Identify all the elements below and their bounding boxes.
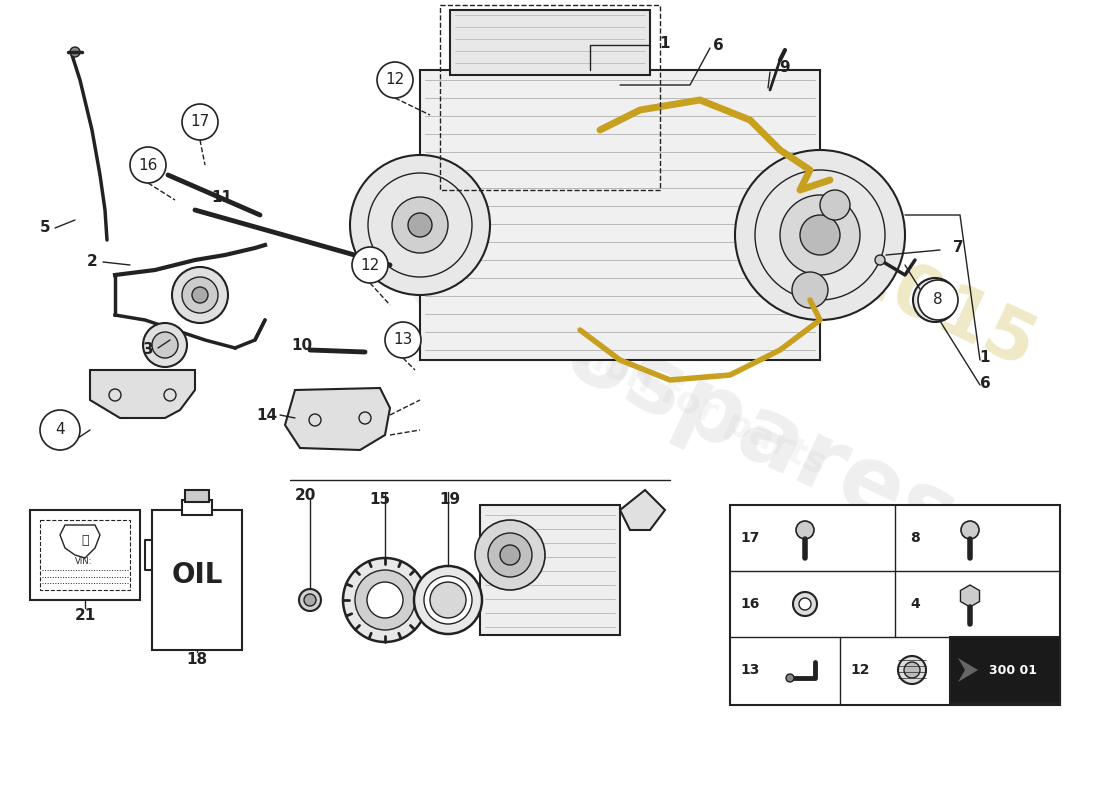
Circle shape (304, 594, 316, 606)
Circle shape (343, 558, 427, 642)
Polygon shape (285, 388, 390, 450)
Bar (182, 500, 212, 515)
Bar (40, 520, 130, 590)
Text: 3: 3 (143, 342, 153, 358)
Circle shape (898, 656, 926, 684)
Text: 17: 17 (740, 531, 760, 545)
Circle shape (780, 195, 860, 275)
Text: 300 01: 300 01 (989, 663, 1037, 677)
Circle shape (377, 62, 412, 98)
Text: 12: 12 (850, 663, 870, 677)
Text: 18: 18 (186, 653, 208, 667)
Circle shape (904, 662, 920, 678)
Bar (185, 490, 209, 502)
Text: 9: 9 (780, 61, 790, 75)
Circle shape (143, 323, 187, 367)
Text: 17: 17 (190, 114, 210, 130)
Circle shape (918, 280, 958, 320)
Text: 4: 4 (55, 422, 65, 438)
Circle shape (350, 155, 490, 295)
Circle shape (925, 290, 945, 310)
Text: 13: 13 (740, 663, 760, 677)
Circle shape (299, 589, 321, 611)
Polygon shape (620, 490, 666, 530)
Bar (950, 637, 1060, 703)
Circle shape (192, 287, 208, 303)
Bar (152, 510, 242, 650)
Circle shape (800, 215, 840, 255)
Text: 🐂: 🐂 (81, 534, 89, 546)
Polygon shape (90, 370, 195, 418)
Polygon shape (960, 585, 979, 607)
Text: 10: 10 (292, 338, 312, 353)
Text: 1: 1 (660, 35, 670, 50)
Text: 14: 14 (256, 407, 277, 422)
Text: 11: 11 (211, 190, 232, 206)
Text: a passion for parts: a passion for parts (469, 289, 832, 482)
Circle shape (152, 332, 178, 358)
Circle shape (820, 190, 850, 220)
Text: 19: 19 (439, 493, 461, 507)
Text: eurospares: eurospares (389, 232, 970, 568)
Circle shape (961, 521, 979, 539)
Circle shape (367, 582, 403, 618)
Bar (480, 505, 620, 635)
Text: 1: 1 (980, 350, 990, 366)
Bar (450, 10, 650, 75)
Circle shape (352, 247, 388, 283)
Text: 15: 15 (370, 493, 390, 507)
Text: 5: 5 (40, 221, 51, 235)
Circle shape (792, 272, 828, 308)
Text: 16: 16 (740, 597, 760, 611)
Circle shape (488, 533, 532, 577)
Text: 2: 2 (87, 254, 98, 270)
Text: 12: 12 (385, 73, 405, 87)
Text: 6: 6 (980, 375, 990, 390)
Circle shape (355, 570, 415, 630)
Text: OIL: OIL (172, 561, 222, 589)
Bar (730, 505, 1060, 705)
Text: VIN:: VIN: (75, 558, 92, 566)
Text: 8: 8 (910, 531, 920, 545)
Text: 4: 4 (910, 597, 920, 611)
Text: 21: 21 (75, 607, 96, 622)
Polygon shape (958, 658, 978, 682)
Text: 16: 16 (139, 158, 157, 173)
Circle shape (182, 277, 218, 313)
Text: 6: 6 (713, 38, 724, 53)
Text: 8: 8 (933, 293, 943, 307)
Circle shape (796, 521, 814, 539)
Text: 7: 7 (953, 241, 964, 255)
Circle shape (70, 47, 80, 57)
Bar (440, 5, 660, 190)
Circle shape (392, 197, 448, 253)
Circle shape (874, 255, 886, 265)
Circle shape (735, 150, 905, 320)
Text: 20: 20 (295, 487, 316, 502)
Bar (30, 510, 140, 600)
Circle shape (799, 598, 811, 610)
Circle shape (182, 104, 218, 140)
Circle shape (385, 322, 421, 358)
Circle shape (130, 147, 166, 183)
Circle shape (475, 520, 544, 590)
Circle shape (786, 674, 794, 682)
Bar (420, 70, 820, 360)
Circle shape (430, 582, 466, 618)
Circle shape (414, 566, 482, 634)
Text: 2015: 2015 (834, 236, 1046, 384)
Circle shape (793, 592, 817, 616)
Circle shape (40, 410, 80, 450)
Circle shape (500, 545, 520, 565)
Circle shape (172, 267, 228, 323)
Circle shape (408, 213, 432, 237)
Circle shape (424, 576, 472, 624)
Text: 13: 13 (394, 333, 412, 347)
Circle shape (913, 278, 957, 322)
Text: 12: 12 (361, 258, 379, 273)
